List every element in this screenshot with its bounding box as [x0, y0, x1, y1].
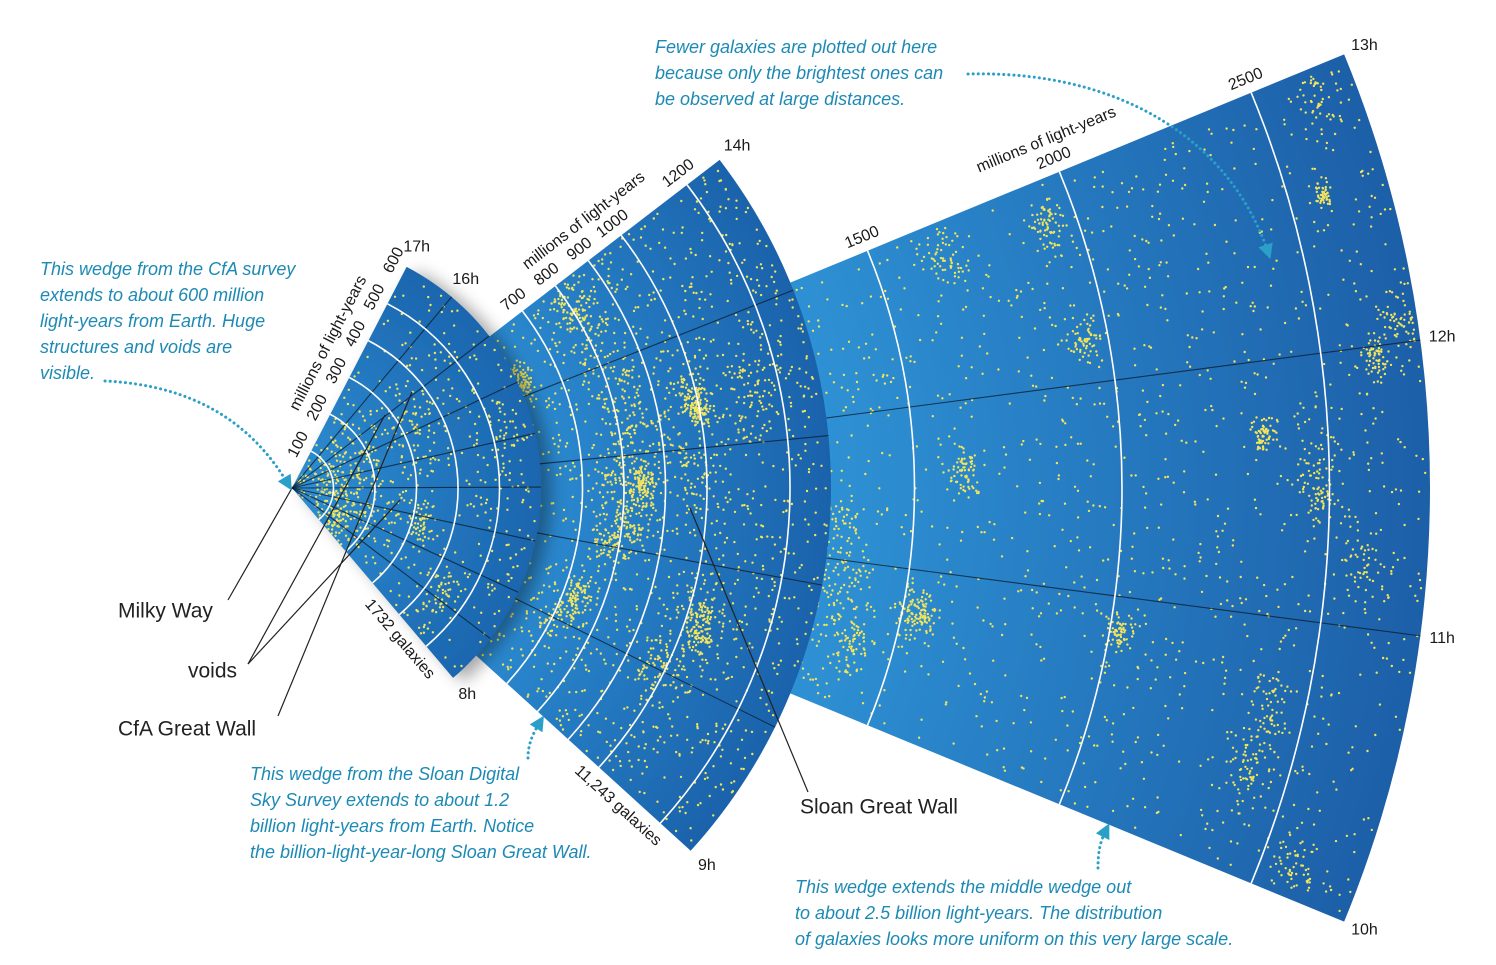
wedge-background: [292, 159, 831, 851]
wedge-background: [292, 54, 1430, 922]
galaxies: [781, 70, 1427, 913]
callout-arrow: [966, 72, 1273, 260]
callout-text: extends to about 600 million: [40, 285, 264, 305]
distance-ring: [598, 234, 708, 768]
hour-label: 17h: [403, 239, 430, 256]
callout-text: the billion-light-year-long Sloan Great …: [250, 842, 592, 862]
distance-ring: [387, 303, 501, 647]
callout-text: Sky Survey extends to about 1.2: [250, 790, 509, 810]
annotations: Milky Way voids CfA Great Wall Sloan Great …: [40, 37, 1273, 949]
callout-text: be observed at large distances.: [655, 89, 905, 109]
callout-text: because only the brightest ones can: [655, 63, 943, 83]
callout-text: to about 2.5 billion light-years. The di…: [795, 903, 1162, 923]
feature-label: voids: [188, 660, 237, 683]
feature-label: CfA Great Wall: [118, 718, 256, 741]
callout-text: structures and voids are: [40, 337, 232, 357]
distance-ring: [329, 413, 376, 552]
hour-label: 13h: [1351, 37, 1378, 54]
pointer-line: [277, 391, 413, 717]
hour-label: 11h: [1429, 630, 1455, 647]
callout-text: of galaxies looks more uniform on this v…: [795, 929, 1233, 949]
callout-text: This wedge from the Sloan Digital: [250, 764, 520, 784]
pointer-line: [689, 507, 809, 793]
callout-arrow: [103, 379, 292, 491]
callout-text: visible.: [40, 363, 95, 383]
callout-text: This wedge from the CfA survey: [40, 259, 296, 279]
callout-arrow: [526, 715, 544, 760]
hour-label: 8h: [458, 686, 476, 703]
hour-label: 10h: [1351, 921, 1378, 938]
pointer-line: [247, 499, 401, 665]
hour-label: 14h: [724, 138, 751, 155]
callout-text: billion light-years from Earth. Notice: [250, 816, 534, 836]
distance-ring: [1250, 92, 1331, 884]
distance-ring: [1058, 171, 1123, 805]
hour-label: 9h: [698, 857, 716, 874]
survey-wedge: [291, 266, 542, 678]
callout-arrow: [1095, 823, 1110, 870]
callout-text: This wedge extends the middle wedge out: [795, 877, 1132, 897]
distance-ring: [368, 339, 459, 616]
feature-label: Sloan Great Wall: [800, 796, 958, 819]
distance-ring: [659, 184, 791, 824]
pointer-line: [227, 487, 293, 601]
hour-label: 12h: [1429, 328, 1456, 345]
distance-ring: [866, 250, 916, 726]
callout-text: Fewer galaxies are plotted out here: [655, 37, 937, 57]
distance-ring: [567, 260, 667, 740]
distance-ring: [506, 310, 584, 685]
wedge-background: [292, 266, 541, 678]
pointer-line: [247, 414, 386, 665]
distance-ring: [310, 450, 335, 521]
feature-label: Milky Way: [118, 600, 213, 623]
hour-label: 16h: [452, 271, 479, 288]
distance-ring: [348, 376, 418, 584]
distance-ring: [536, 285, 625, 712]
callout-text: light-years from Earth. Huge: [40, 311, 265, 331]
distance-tick-label: 100: [285, 429, 312, 461]
